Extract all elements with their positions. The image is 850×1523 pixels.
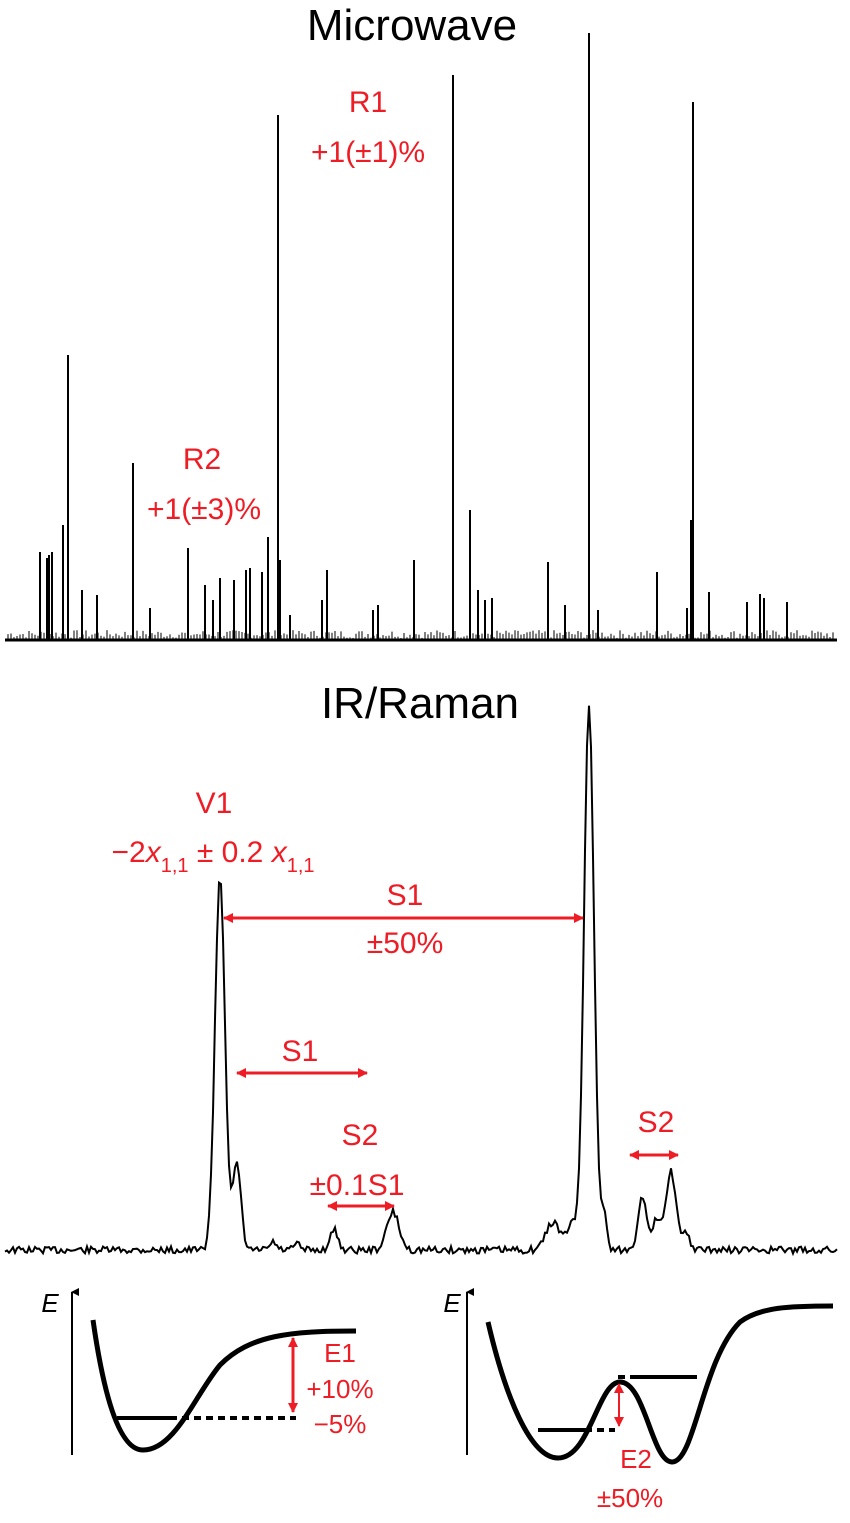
right-double-well-curve	[485, 1303, 834, 1465]
s2-right-label: S2	[638, 1106, 675, 1139]
s1-short-label: S1	[282, 1035, 319, 1068]
s2-left-label: S2	[342, 1119, 379, 1152]
s1-main-label: S1	[387, 879, 424, 912]
s1-main-value: ±50%	[367, 927, 444, 960]
v1-label: V1	[196, 787, 233, 820]
e1-plus: +10%	[306, 1374, 373, 1404]
r1-label: R1	[349, 86, 387, 119]
left-energy-axis-label: E	[41, 1288, 59, 1318]
ir-raman-spectrum-trace	[4, 705, 838, 1257]
r2-value: +1(±3)%	[147, 493, 261, 526]
r2-label: R2	[183, 443, 221, 476]
v1-formula: −2x1,1 ± 0.2 x1,1	[111, 836, 314, 877]
ir-raman-title: IR/Raman	[321, 679, 519, 728]
e2-value: ±50%	[597, 1483, 663, 1513]
e1-minus: −5%	[314, 1409, 367, 1439]
e2-label: E2	[620, 1444, 652, 1474]
microwave-title: Microwave	[307, 1, 517, 50]
r1-value: +1(±1)%	[311, 136, 425, 169]
microwave-spectrum-lines	[7, 33, 834, 640]
microwave-panel: Microwave R1 +1(±1)% R2 +1(±3)%	[5, 1, 837, 642]
ir-raman-panel: IR/Raman V1 −2x1,1 ± 0.2 x1,1 S1 ±50% S1…	[4, 679, 838, 1257]
e1-label: E1	[324, 1338, 356, 1368]
right-energy-axis-label: E	[443, 1288, 461, 1318]
s2-left-value: ±0.1S1	[310, 1169, 405, 1202]
energy-diagram-right: E E2 ±50%	[443, 1288, 834, 1513]
energy-diagram-left: E E1 +10% −5%	[41, 1288, 374, 1455]
